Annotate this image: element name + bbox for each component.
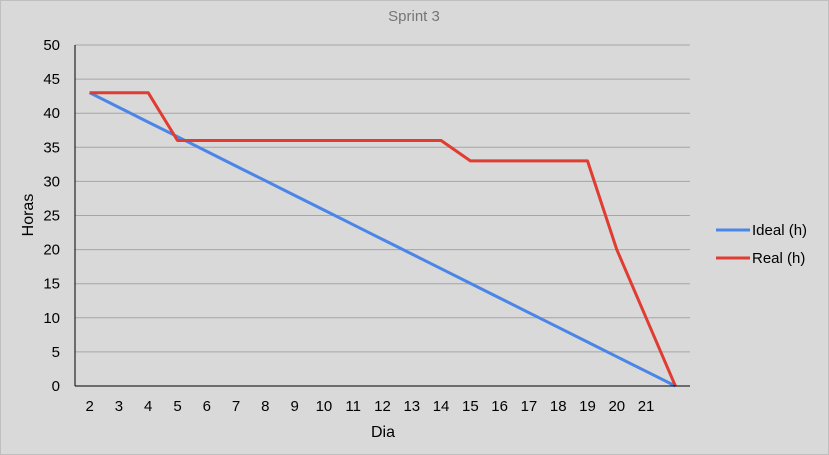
x-tick-label: 12 [374, 398, 391, 415]
x-tick-label: 4 [144, 398, 152, 415]
x-tick-label: 20 [608, 398, 625, 415]
legend-label: Real (h) [752, 250, 805, 267]
y-tick-label: 25 [43, 208, 60, 225]
axes [74, 45, 690, 387]
x-tick-label: 8 [261, 398, 269, 415]
x-tick-label: 2 [85, 398, 93, 415]
y-axis-label: Horas [20, 194, 37, 237]
series-line [89, 91, 677, 387]
x-tick-label: 5 [173, 398, 181, 415]
chart-title: Sprint 3 [388, 8, 440, 25]
x-axis-label: Dia [371, 424, 395, 441]
x-tick-label: 11 [345, 398, 361, 415]
x-tick-label: 16 [491, 398, 508, 415]
y-tick-label: 15 [43, 276, 60, 293]
x-tick-label: 10 [316, 398, 333, 415]
x-tick-label: 14 [433, 398, 450, 415]
x-tick-label: 7 [232, 398, 240, 415]
y-tick-label: 45 [43, 71, 60, 88]
x-tick-label: 18 [550, 398, 567, 415]
y-tick-label: 0 [52, 378, 60, 395]
y-tick-label: 30 [43, 173, 60, 190]
x-tick-label: 17 [521, 398, 538, 415]
y-tick-label: 5 [52, 344, 60, 361]
x-tick-label: 19 [579, 398, 596, 415]
x-tick-label: 13 [403, 398, 420, 415]
legend: Ideal (h) Real (h) [716, 222, 807, 267]
x-tick-label: 3 [115, 398, 123, 415]
legend-label: Ideal (h) [752, 222, 807, 239]
y-axis-ticks: 0 5 10 15 20 25 30 35 40 45 50 [43, 37, 60, 395]
x-tick-label: 21 [638, 398, 655, 415]
x-tick-label: 9 [290, 398, 298, 415]
y-tick-label: 40 [43, 105, 60, 122]
y-tick-label: 20 [43, 242, 60, 259]
x-axis-ticks: 2 3 4 5 6 7 8 9 10 11 12 13 14 15 16 17 18 19 20 21 [85, 398, 654, 415]
y-tick-label: 35 [43, 139, 60, 156]
x-tick-label: 15 [462, 398, 479, 415]
x-tick-label: 6 [203, 398, 211, 415]
y-tick-label: 10 [43, 310, 60, 327]
y-tick-label: 50 [43, 37, 60, 54]
series-line [88, 91, 677, 388]
gridlines [75, 44, 690, 353]
series-layer [88, 91, 677, 388]
